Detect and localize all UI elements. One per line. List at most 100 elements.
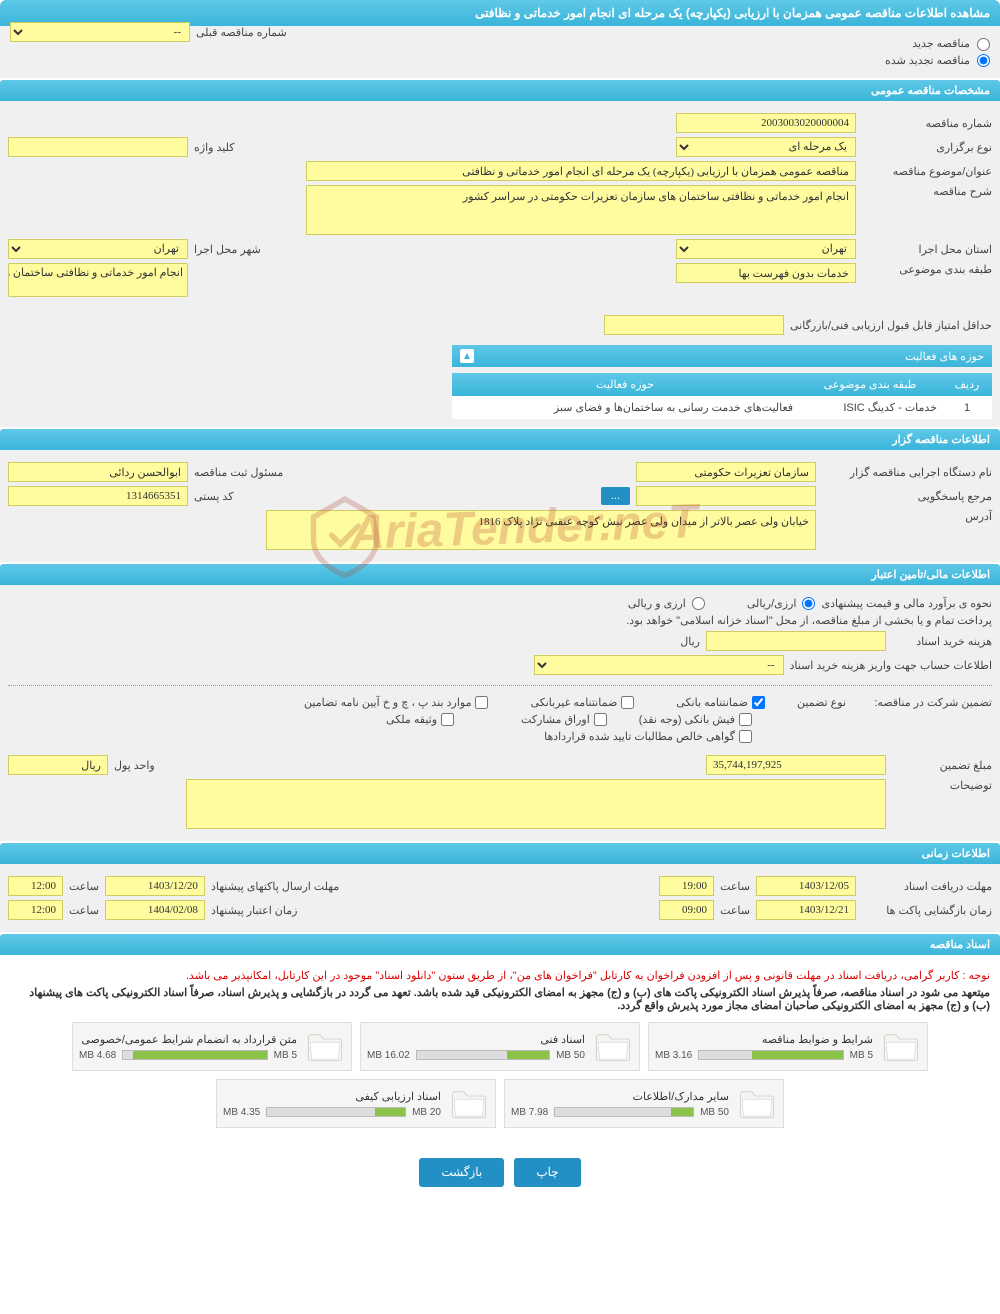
- doc-used: 4.68 MB: [79, 1050, 116, 1061]
- chk-bank-receipt[interactable]: [739, 713, 752, 726]
- time-label-4: ساعت: [69, 904, 99, 917]
- min-score-label: حداقل امتیاز قابل قبول ارزیابی فنی/بازرگ…: [790, 319, 992, 332]
- radio-currency-rial[interactable]: [692, 597, 705, 610]
- doc-deadline-label: مهلت دریافت اسناد: [862, 880, 992, 893]
- doc-card-title: متن قرارداد به انضمام شرایط عمومی/خصوصی: [79, 1033, 297, 1046]
- province-select[interactable]: تهران: [676, 239, 856, 259]
- doc-card[interactable]: سایر مدارک/اطلاعات50 MB7.98 MB: [504, 1079, 784, 1128]
- doc-progress-bar: [698, 1050, 843, 1060]
- guar-amount-label: مبلغ تضمین: [892, 759, 992, 772]
- address-textarea[interactable]: خیابان ولی عصر بالاتر از میدان ولی عصر ن…: [266, 510, 816, 550]
- th-area: حوزه فعالیت: [452, 373, 798, 396]
- holding-type-select[interactable]: یک مرحله ای: [676, 137, 856, 157]
- guarantee-label: تضمین شرکت در مناقصه:: [852, 696, 992, 709]
- folder-icon: [737, 1086, 777, 1121]
- chk-securities[interactable]: [594, 713, 607, 726]
- doc-progress-bar: [122, 1050, 267, 1060]
- opt2-label: ارزی و ریالی: [628, 597, 686, 610]
- doc-deadline-date[interactable]: [756, 876, 856, 896]
- valid-date[interactable]: [105, 900, 205, 920]
- tender-docs-body: نوجه : کاربر گرامی، دریافت اسناد در مهلت…: [0, 955, 1000, 1138]
- radio-renewed-tender[interactable]: [977, 54, 990, 67]
- acct-info-select[interactable]: --: [534, 655, 784, 675]
- chk-nonbank-guar-label: ضمانتنامه غیربانکی: [530, 696, 617, 709]
- open-date[interactable]: [756, 900, 856, 920]
- keyword-input[interactable]: [8, 137, 188, 157]
- open-label: زمان بازگشایی پاکت ها: [862, 904, 992, 917]
- org-label: نام دستگاه اجرایی مناقصه گزار: [822, 466, 992, 479]
- timing-info-header: اطلاعات زمانی: [0, 843, 1000, 864]
- print-button[interactable]: چاپ: [514, 1158, 580, 1187]
- folder-icon: [449, 1086, 489, 1121]
- respref-input[interactable]: [636, 486, 816, 506]
- valid-label: زمان اعتبار پیشنهاد: [211, 904, 298, 917]
- send-deadline-time[interactable]: [8, 876, 63, 896]
- timing-info-body: مهلت دریافت اسناد ساعت مهلت ارسال پاکتها…: [0, 864, 1000, 932]
- send-deadline-date[interactable]: [105, 876, 205, 896]
- subject-input[interactable]: [306, 161, 856, 181]
- keyword-label: کلید واژه: [194, 141, 234, 154]
- min-score-input[interactable]: [604, 315, 784, 335]
- doc-progress-bar: [554, 1107, 694, 1117]
- valid-time[interactable]: [8, 900, 63, 920]
- radio-new-tender[interactable]: [977, 38, 990, 51]
- respref-browse-button[interactable]: ...: [601, 487, 630, 505]
- cell-classify: خدمات - کدینگ ISIC: [798, 396, 942, 419]
- folder-icon: [305, 1029, 345, 1064]
- chk-contract-claims-label: گواهی خالص مطالبات تایید شده قراردادها: [544, 730, 735, 743]
- back-button[interactable]: بازگشت: [419, 1158, 504, 1187]
- financial-info-body: نحوه ی برآورد مالی و قیمت پیشنهادی ارزی/…: [0, 585, 1000, 841]
- doc-notice-1: نوجه : کاربر گرامی، دریافت اسناد در مهلت…: [10, 969, 990, 982]
- general-spec-header: مشخصات مناقصه عمومی: [0, 80, 1000, 101]
- explan-label: توضیحات: [892, 779, 992, 792]
- radio-rial[interactable]: [802, 597, 815, 610]
- desc-label: شرح مناقصه: [862, 185, 992, 198]
- city-label: شهر محل اجرا: [194, 243, 261, 256]
- guar-amount-input[interactable]: [706, 755, 886, 775]
- doc-card-title: سایر مدارک/اطلاعات: [511, 1090, 729, 1103]
- table-row: 1 خدمات - کدینگ ISIC فعالیت‌های خدمت رسا…: [452, 396, 992, 419]
- postal-input[interactable]: [8, 486, 188, 506]
- money-unit-input[interactable]: [8, 755, 108, 775]
- classify-label: طبقه بندی موضوعی: [862, 263, 992, 276]
- chk-nonbank-guar[interactable]: [621, 696, 634, 709]
- general-spec-body: شماره مناقصه نوع برگزاری یک مرحله ای کلی…: [0, 101, 1000, 427]
- city-select[interactable]: تهران: [8, 239, 188, 259]
- chk-bylaw-label: موارد بند پ ، چ و خ آیین نامه تضامین: [304, 696, 471, 709]
- th-row: ردیف: [942, 373, 992, 396]
- activity-table: ردیف طبقه بندی موضوعی حوزه فعالیت 1 خدما…: [452, 373, 992, 419]
- chk-contract-claims[interactable]: [739, 730, 752, 743]
- doc-card[interactable]: شرایط و ضوابط مناقصه5 MB3.16 MB: [648, 1022, 928, 1071]
- classify1-input[interactable]: [676, 263, 856, 283]
- doc-card-title: اسناد فنی: [367, 1033, 585, 1046]
- doc-card[interactable]: اسناد فنی50 MB16.02 MB: [360, 1022, 640, 1071]
- tender-no-input[interactable]: [676, 113, 856, 133]
- doc-used: 3.16 MB: [655, 1050, 692, 1061]
- open-time[interactable]: [659, 900, 714, 920]
- chk-bylaw[interactable]: [475, 696, 488, 709]
- chk-bank-receipt-label: فیش بانکی (وجه نقد): [639, 713, 735, 726]
- doc-deadline-time[interactable]: [659, 876, 714, 896]
- doc-card[interactable]: اسناد ارزیابی کیفی20 MB4.35 MB: [216, 1079, 496, 1128]
- tender-type-section: مناقصه جدید مناقصه تجدید شده شماره مناقص…: [0, 26, 1000, 78]
- collapse-icon[interactable]: ▲: [460, 349, 474, 363]
- desc-textarea[interactable]: انجام امور خدماتی و نظافتی ساختمان های س…: [306, 185, 856, 235]
- doc-notice-2: میتعهد می شود در اسناد مناقصه، صرفاً پذی…: [10, 986, 990, 1012]
- prev-tender-select[interactable]: --: [10, 22, 190, 42]
- chk-prop-deed[interactable]: [441, 713, 454, 726]
- doc-total: 50 MB: [556, 1050, 585, 1061]
- doc-card[interactable]: متن قرارداد به انضمام شرایط عمومی/خصوصی5…: [72, 1022, 352, 1071]
- subject-label: عنوان/موضوع مناقصه: [862, 165, 992, 178]
- time-label-1: ساعت: [720, 880, 750, 893]
- doc-progress-bar: [416, 1050, 550, 1060]
- chk-bank-guar[interactable]: [752, 696, 765, 709]
- explan-textarea[interactable]: [186, 779, 886, 829]
- regresp-input[interactable]: [8, 462, 188, 482]
- province-label: استان محل اجرا: [862, 243, 992, 256]
- folder-icon: [593, 1029, 633, 1064]
- org-input[interactable]: [636, 462, 816, 482]
- treasury-note: پرداخت تمام و یا بخشی از مبلغ مناقصه، از…: [8, 614, 992, 627]
- doc-cost-input[interactable]: [706, 631, 886, 651]
- rial-label: ریال: [680, 635, 700, 648]
- classify2-select[interactable]: انجام امور خدماتی و نظافتی ساختمان های: [8, 263, 188, 297]
